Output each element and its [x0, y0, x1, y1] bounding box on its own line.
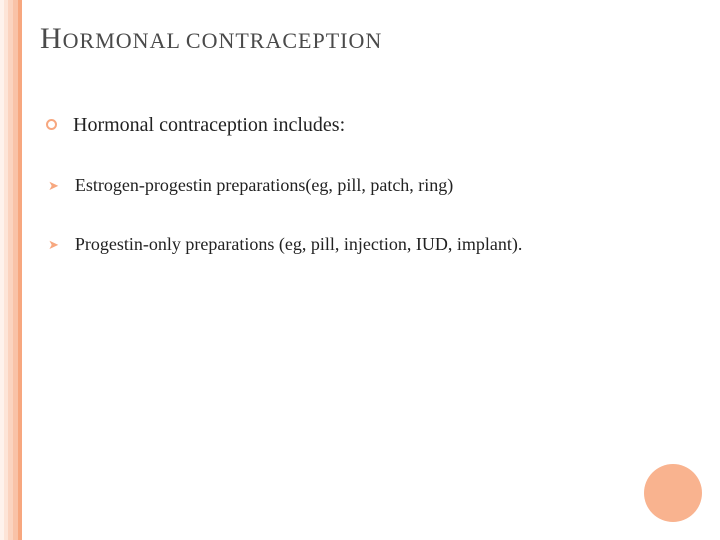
- bullet-item-3: ➤ Progestin-only preparations (eg, pill,…: [46, 234, 700, 255]
- stripe-5: [18, 0, 22, 540]
- title-cap-1: H: [40, 22, 63, 55]
- bullet-item-1: Hormonal contraception includes:: [46, 114, 700, 137]
- bullet-item-2: ➤ Estrogen-progestin preparations(eg, pi…: [46, 175, 700, 196]
- arrow-bullet-icon: ➤: [48, 237, 59, 253]
- title-word-1: ORMONAL: [63, 28, 181, 53]
- slide-title: HORMONAL CONTRACEPTION: [40, 22, 700, 56]
- title-word-2: CONTRACEPTION: [186, 28, 382, 53]
- arrow-bullet-icon: ➤: [48, 178, 59, 194]
- corner-circle-decoration: [644, 464, 702, 522]
- bullet-text-2: Estrogen-progestin preparations(eg, pill…: [75, 175, 453, 196]
- bullet-text-1: Hormonal contraception includes:: [73, 114, 345, 137]
- left-stripe-decoration: [0, 0, 22, 540]
- circle-bullet-icon: [46, 119, 57, 130]
- bullet-text-3: Progestin-only preparations (eg, pill, i…: [75, 234, 522, 255]
- slide-content: HORMONAL CONTRACEPTION Hormonal contrace…: [40, 22, 700, 293]
